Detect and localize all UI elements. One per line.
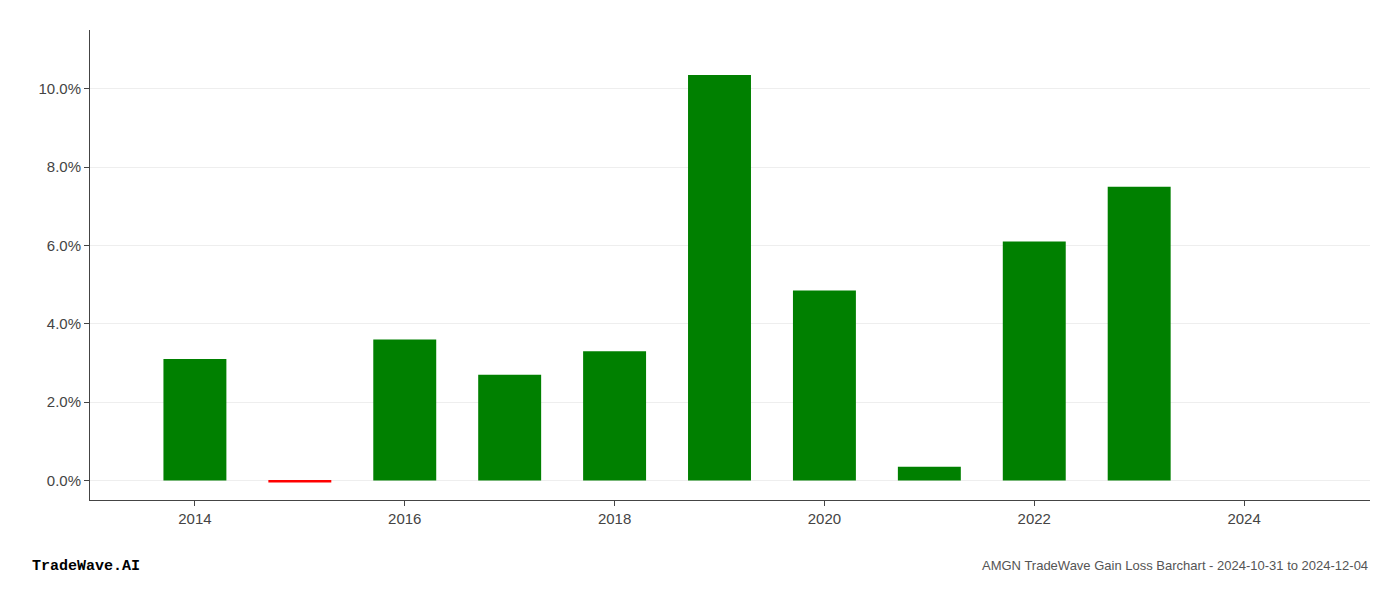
svg-text:0.0%: 0.0% bbox=[47, 472, 81, 489]
svg-text:8.0%: 8.0% bbox=[47, 158, 81, 175]
svg-text:4.0%: 4.0% bbox=[47, 315, 81, 332]
svg-text:2024: 2024 bbox=[1227, 510, 1260, 527]
svg-text:2016: 2016 bbox=[388, 510, 421, 527]
svg-text:2014: 2014 bbox=[178, 510, 211, 527]
svg-text:2018: 2018 bbox=[598, 510, 631, 527]
svg-text:TradeWave.AI: TradeWave.AI bbox=[32, 558, 140, 575]
svg-text:6.0%: 6.0% bbox=[47, 237, 81, 254]
svg-text:2020: 2020 bbox=[808, 510, 841, 527]
svg-text:AMGN TradeWave Gain Loss Barch: AMGN TradeWave Gain Loss Barchart - 2024… bbox=[982, 558, 1368, 573]
svg-text:10.0%: 10.0% bbox=[38, 80, 81, 97]
svg-text:2022: 2022 bbox=[1018, 510, 1051, 527]
svg-text:2.0%: 2.0% bbox=[47, 393, 81, 410]
